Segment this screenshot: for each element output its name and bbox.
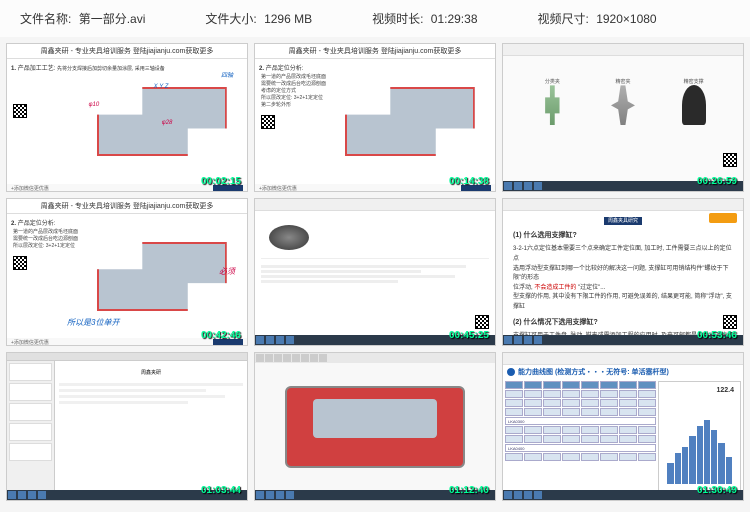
thumbnail-9[interactable]: 能力曲线图 (检测方式・・・无符号: 单活塞杆型) LKA0300 LKA040…: [502, 352, 744, 501]
timestamp: 01:30:49: [697, 485, 737, 496]
part-drawing: 必须: [81, 227, 243, 326]
thumbnail-6[interactable]: 周鑫夹具研究 (1) 什么选用支撑缸? 3-2-1六点定位基本需要三个点来确定工…: [502, 198, 744, 347]
slide-title: 周鑫夹研 - 专业夹具培训服务 登陆jiajianju.com获取更多: [7, 199, 247, 214]
bullet-icon: [507, 368, 515, 376]
qr-code-icon: [261, 115, 275, 129]
thumbnail-1[interactable]: 周鑫夹研 - 专业夹具培训服务 登陆jiajianju.com获取更多 1. 产…: [6, 43, 248, 192]
thumbnail-3[interactable]: 分类夹 精密夹 精密支撑 00:26:59: [502, 43, 744, 192]
editor-toolbar: [7, 353, 247, 361]
cad-viewport[interactable]: [255, 363, 495, 490]
chart-title: 能力曲线图 (检测方式・・・无符号: 单活塞杆型): [503, 365, 743, 379]
webpage: [255, 211, 495, 291]
slide-title: 周鑫夹研 - 专业夹具培训服务 登陆jiajianju.com获取更多: [255, 44, 495, 59]
timestamp: 00:02:15: [201, 176, 241, 187]
cookware-image: [269, 225, 309, 250]
data-table: LKA0300 LKA0400: [505, 381, 656, 496]
slide-title: 周鑫夹研 - 专业夹具培训服务 登陆jiajianju.com获取更多: [7, 44, 247, 59]
timestamp: 00:42:46: [201, 330, 241, 341]
capability-chart: 122.4: [658, 381, 741, 496]
browser-chrome: [503, 199, 743, 211]
qr-code-icon: [13, 256, 27, 270]
thumbnail-7[interactable]: 周鑫夹研 01:03:44: [6, 352, 248, 501]
thumbnail-8[interactable]: 01:12:40: [254, 352, 496, 501]
timestamp: 00:26:59: [697, 176, 737, 187]
text-content: 周鑫夹具研究 (1) 什么选用支撑缸? 3-2-1六点定位基本需要三个点来确定工…: [503, 211, 743, 347]
part-drawing: [329, 72, 491, 171]
tooling-diagram: 分类夹 精密夹 精密支撑: [507, 60, 739, 142]
resolution: 视频尺寸: 1920×1080: [538, 10, 657, 27]
thumbnail-5[interactable]: 00:45:25: [254, 198, 496, 347]
timestamp: 00:14:38: [449, 176, 489, 187]
qr-code-icon: [475, 315, 489, 329]
spec-text: 第一道的产品层改成毛坯底面 需要统一改成后台吃边源刨面 考虑的定位方式 所以层改…: [259, 72, 329, 171]
thumbnail-grid: 周鑫夹研 - 专业夹具培训服务 登陆jiajianju.com获取更多 1. 产…: [0, 37, 750, 507]
timestamp: 00:53:46: [697, 330, 737, 341]
red-fixture-part: [285, 386, 465, 468]
timestamp: 01:12:40: [449, 485, 489, 496]
qr-code-icon: [723, 153, 737, 167]
filesize: 文件大小: 1296 MB: [205, 10, 312, 27]
tool-gray-icon: [611, 85, 635, 125]
qr-code-icon: [723, 315, 737, 329]
spec-text: 第一道的产品层改成毛坯底面 需要统一改成后台吃边源刨面 所以层改定位: 3+2+…: [11, 227, 81, 326]
timestamp: 00:45:25: [449, 330, 489, 341]
duration: 视频时长: 01:29:38: [372, 10, 477, 27]
spec-text: [11, 72, 81, 171]
file-info-header: 文件名称: 第一部分.avi 文件大小: 1296 MB 视频时长: 01:29…: [0, 0, 750, 37]
browser-chrome: [503, 353, 743, 365]
part-drawing: 四轴 X Y Z φ10 φ28: [81, 72, 243, 171]
action-button[interactable]: [709, 213, 737, 223]
tool-black-icon: [682, 85, 706, 125]
slide-panel[interactable]: [7, 361, 55, 498]
qr-code-icon: [13, 104, 27, 118]
filename: 文件名称: 第一部分.avi: [20, 10, 145, 27]
browser-chrome: [255, 199, 495, 211]
tool-green-icon: [540, 85, 564, 125]
timestamp: 01:03:44: [201, 485, 241, 496]
cad-toolbar[interactable]: [255, 353, 495, 363]
browser-chrome: [503, 44, 743, 56]
thumbnail-4[interactable]: 周鑫夹研 - 专业夹具培训服务 登陆jiajianju.com获取更多 2. 产…: [6, 198, 248, 347]
thumbnail-2[interactable]: 周鑫夹研 - 专业夹具培训服务 登陆jiajianju.com获取更多 2. 产…: [254, 43, 496, 192]
editor-canvas[interactable]: 周鑫夹研: [55, 361, 247, 498]
